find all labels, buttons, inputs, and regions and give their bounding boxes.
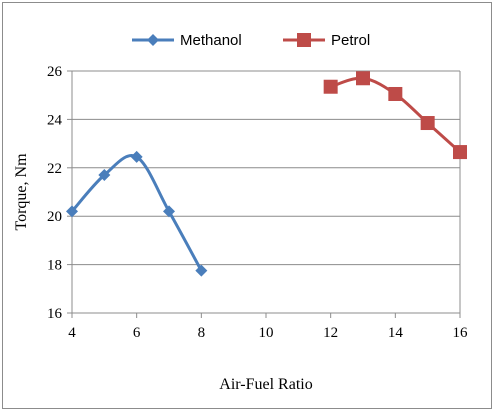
y-tick-labels: 16 18 20 22 24 26 [47,64,72,322]
methanol-point [163,205,175,218]
x-tick-label: 14 [388,325,404,341]
methanol-point [66,205,78,218]
legend-methanol-marker [147,34,159,46]
y-tick-label: 20 [47,209,62,225]
gridlines [72,70,460,314]
petrol-point [388,86,403,101]
y-tick-label: 22 [47,161,62,177]
methanol-point [98,169,111,182]
x-tick-label: 16 [453,325,469,341]
y-tick-label: 26 [47,64,63,80]
legend-item-petrol: Petrol [283,32,370,49]
series-methanol [66,150,208,277]
y-axis-title: Torque, Nm [13,153,30,231]
petrol-point [453,145,467,160]
x-tick-label: 6 [133,325,141,341]
y-tick-label: 24 [47,112,63,128]
y-tick-label: 16 [47,306,63,322]
methanol-point [130,150,143,163]
legend-petrol-label: Petrol [331,32,370,49]
petrol-point [323,79,338,94]
legend-petrol-marker [297,33,311,47]
x-axis-title: Air-Fuel Ratio [219,376,312,393]
legend-methanol-label: Methanol [180,32,242,49]
methanol-point [195,264,208,277]
x-tick-label: 10 [259,325,274,341]
legend-item-methanol: Methanol [132,32,242,49]
x-tick-label: 4 [68,325,76,341]
methanol-line [70,154,203,272]
series-petrol [323,71,467,160]
series-layer [66,71,467,277]
y-tick-label: 18 [47,258,62,274]
x-tick-labels: 4 6 8 10 12 14 16 [68,313,468,341]
chart-frame [2,2,492,409]
x-tick-label: 8 [198,325,206,341]
legend: Methanol Petrol [132,32,370,49]
petrol-point [356,71,370,86]
petrol-point [420,116,435,131]
x-tick-label: 12 [323,325,338,341]
